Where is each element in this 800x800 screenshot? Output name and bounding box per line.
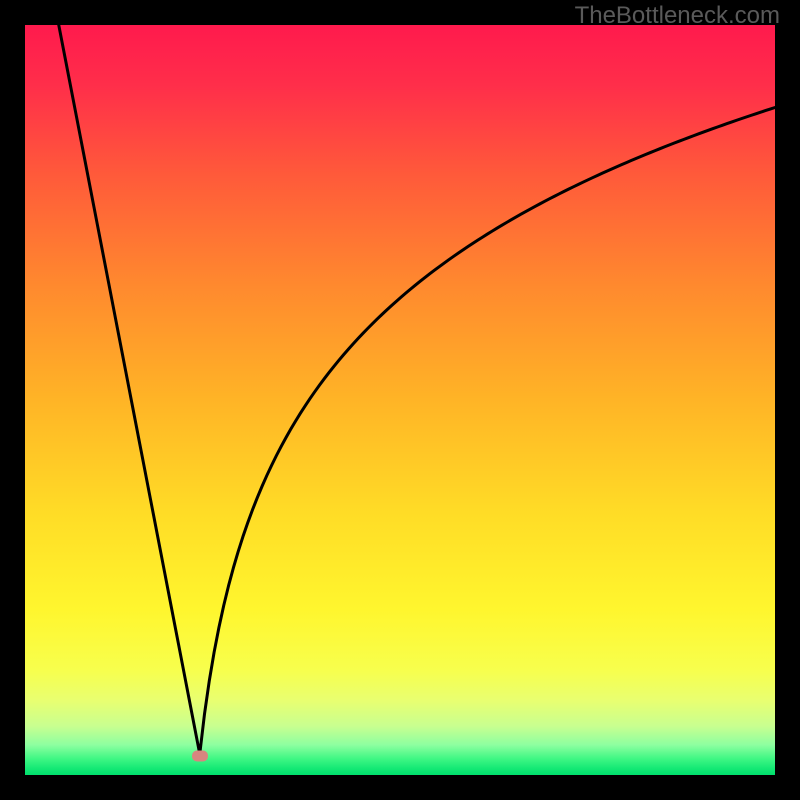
curve-layer (25, 25, 775, 775)
chart-container: TheBottleneck.com (0, 0, 800, 800)
valley-marker (192, 750, 208, 761)
watermark-text: TheBottleneck.com (575, 2, 780, 30)
plot-area (25, 25, 775, 775)
bottleneck-curve (59, 25, 775, 754)
